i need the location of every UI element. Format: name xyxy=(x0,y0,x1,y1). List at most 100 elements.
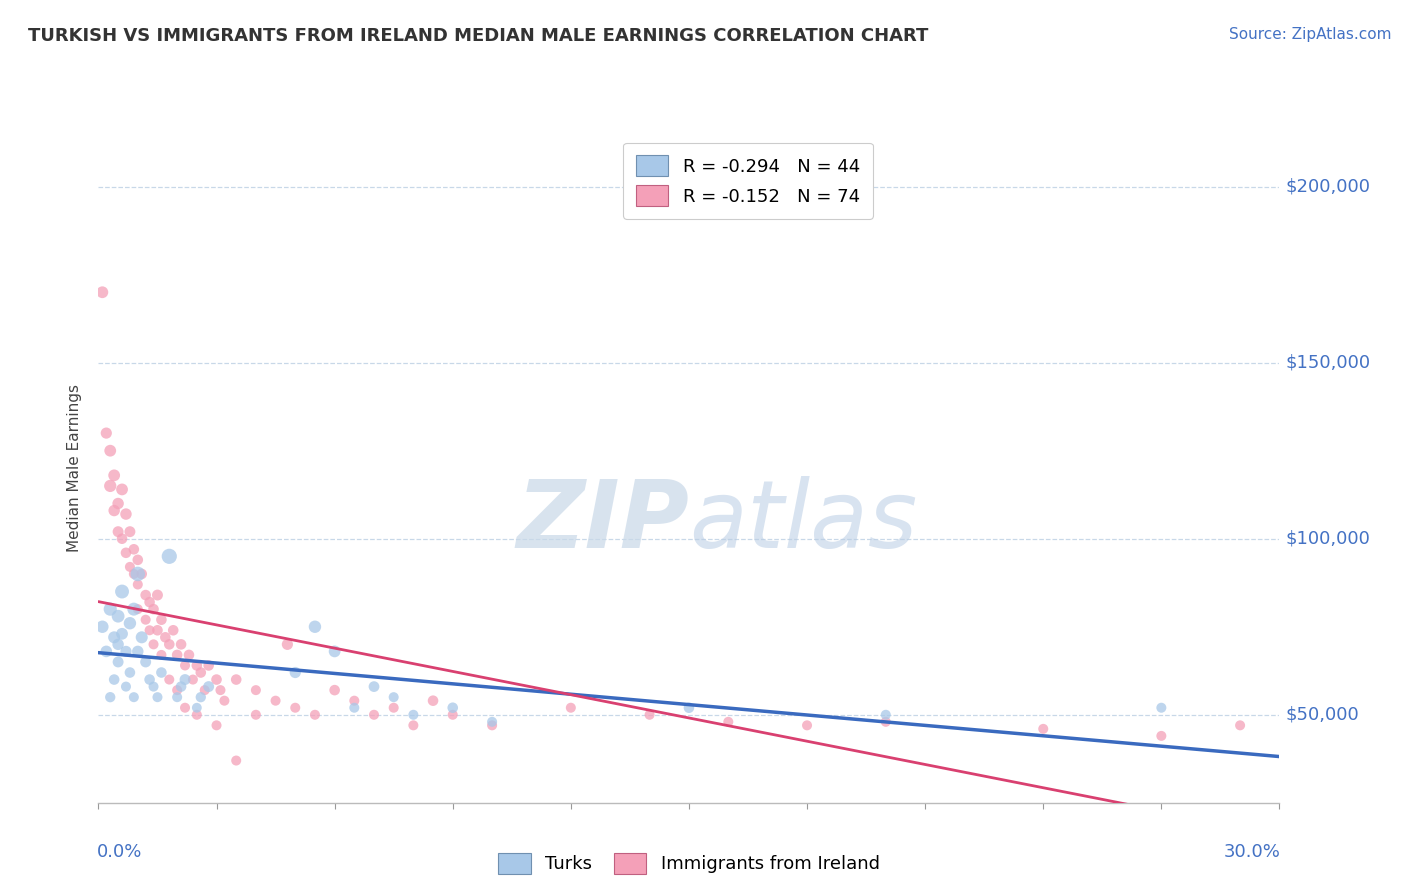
Point xyxy=(103,468,125,483)
Point xyxy=(1229,718,1251,732)
Point xyxy=(115,546,138,560)
Point xyxy=(284,700,307,714)
Point xyxy=(190,690,212,705)
Point xyxy=(138,673,160,687)
Point xyxy=(796,718,818,732)
Point xyxy=(111,532,134,546)
Point xyxy=(96,426,118,441)
Point xyxy=(157,549,180,564)
Point xyxy=(166,690,188,705)
Point xyxy=(402,718,425,732)
Point xyxy=(107,637,129,651)
Point xyxy=(276,637,298,651)
Point xyxy=(174,673,197,687)
Text: $150,000: $150,000 xyxy=(1285,353,1371,372)
Point xyxy=(190,665,212,680)
Point xyxy=(118,524,141,539)
Point xyxy=(103,503,125,517)
Point xyxy=(122,602,145,616)
Point xyxy=(170,637,193,651)
Point xyxy=(142,637,165,651)
Point xyxy=(98,602,121,616)
Point xyxy=(142,680,165,694)
Point xyxy=(197,658,219,673)
Point xyxy=(1150,729,1173,743)
Point xyxy=(135,588,157,602)
Point xyxy=(264,694,287,708)
Point xyxy=(343,700,366,714)
Point xyxy=(205,718,228,732)
Point xyxy=(127,553,149,567)
Point xyxy=(115,644,138,658)
Text: $50,000: $50,000 xyxy=(1285,706,1360,723)
Point xyxy=(127,602,149,616)
Point xyxy=(225,754,247,768)
Text: Source: ZipAtlas.com: Source: ZipAtlas.com xyxy=(1229,27,1392,42)
Point xyxy=(135,655,157,669)
Point xyxy=(115,680,138,694)
Point xyxy=(150,613,173,627)
Text: atlas: atlas xyxy=(689,476,917,567)
Point xyxy=(122,542,145,557)
Point xyxy=(186,658,208,673)
Point xyxy=(177,648,200,662)
Point xyxy=(157,673,180,687)
Point xyxy=(142,602,165,616)
Point xyxy=(323,683,346,698)
Point xyxy=(111,584,134,599)
Point xyxy=(98,690,121,705)
Point xyxy=(186,707,208,722)
Point xyxy=(115,507,138,521)
Point xyxy=(107,609,129,624)
Point xyxy=(363,707,385,722)
Point xyxy=(194,683,217,698)
Point xyxy=(131,566,153,581)
Text: $100,000: $100,000 xyxy=(1285,530,1371,548)
Point xyxy=(197,680,219,694)
Point xyxy=(98,443,121,458)
Point xyxy=(131,630,153,644)
Point xyxy=(245,707,267,722)
Point xyxy=(304,707,326,722)
Point xyxy=(103,630,125,644)
Point xyxy=(107,496,129,510)
Point xyxy=(170,680,193,694)
Point xyxy=(422,694,444,708)
Point xyxy=(162,624,184,638)
Point xyxy=(382,700,405,714)
Point xyxy=(174,658,197,673)
Text: $200,000: $200,000 xyxy=(1285,178,1371,195)
Point xyxy=(98,479,121,493)
Point xyxy=(118,616,141,631)
Point xyxy=(138,595,160,609)
Point xyxy=(150,648,173,662)
Point xyxy=(363,680,385,694)
Point xyxy=(875,707,897,722)
Point xyxy=(127,644,149,658)
Point xyxy=(245,683,267,698)
Point xyxy=(138,624,160,638)
Point xyxy=(122,690,145,705)
Point xyxy=(122,566,145,581)
Point xyxy=(205,673,228,687)
Point xyxy=(441,707,464,722)
Point xyxy=(150,665,173,680)
Point xyxy=(560,700,582,714)
Point xyxy=(441,700,464,714)
Point xyxy=(678,700,700,714)
Text: 30.0%: 30.0% xyxy=(1223,843,1281,861)
Point xyxy=(304,620,326,634)
Point xyxy=(209,683,232,698)
Point xyxy=(284,665,307,680)
Point xyxy=(135,613,157,627)
Point xyxy=(96,644,118,658)
Point xyxy=(111,483,134,497)
Point xyxy=(225,673,247,687)
Point xyxy=(157,637,180,651)
Point xyxy=(166,683,188,698)
Text: ZIP: ZIP xyxy=(516,475,689,568)
Point xyxy=(166,648,188,662)
Point xyxy=(146,690,169,705)
Point xyxy=(103,673,125,687)
Point xyxy=(146,588,169,602)
